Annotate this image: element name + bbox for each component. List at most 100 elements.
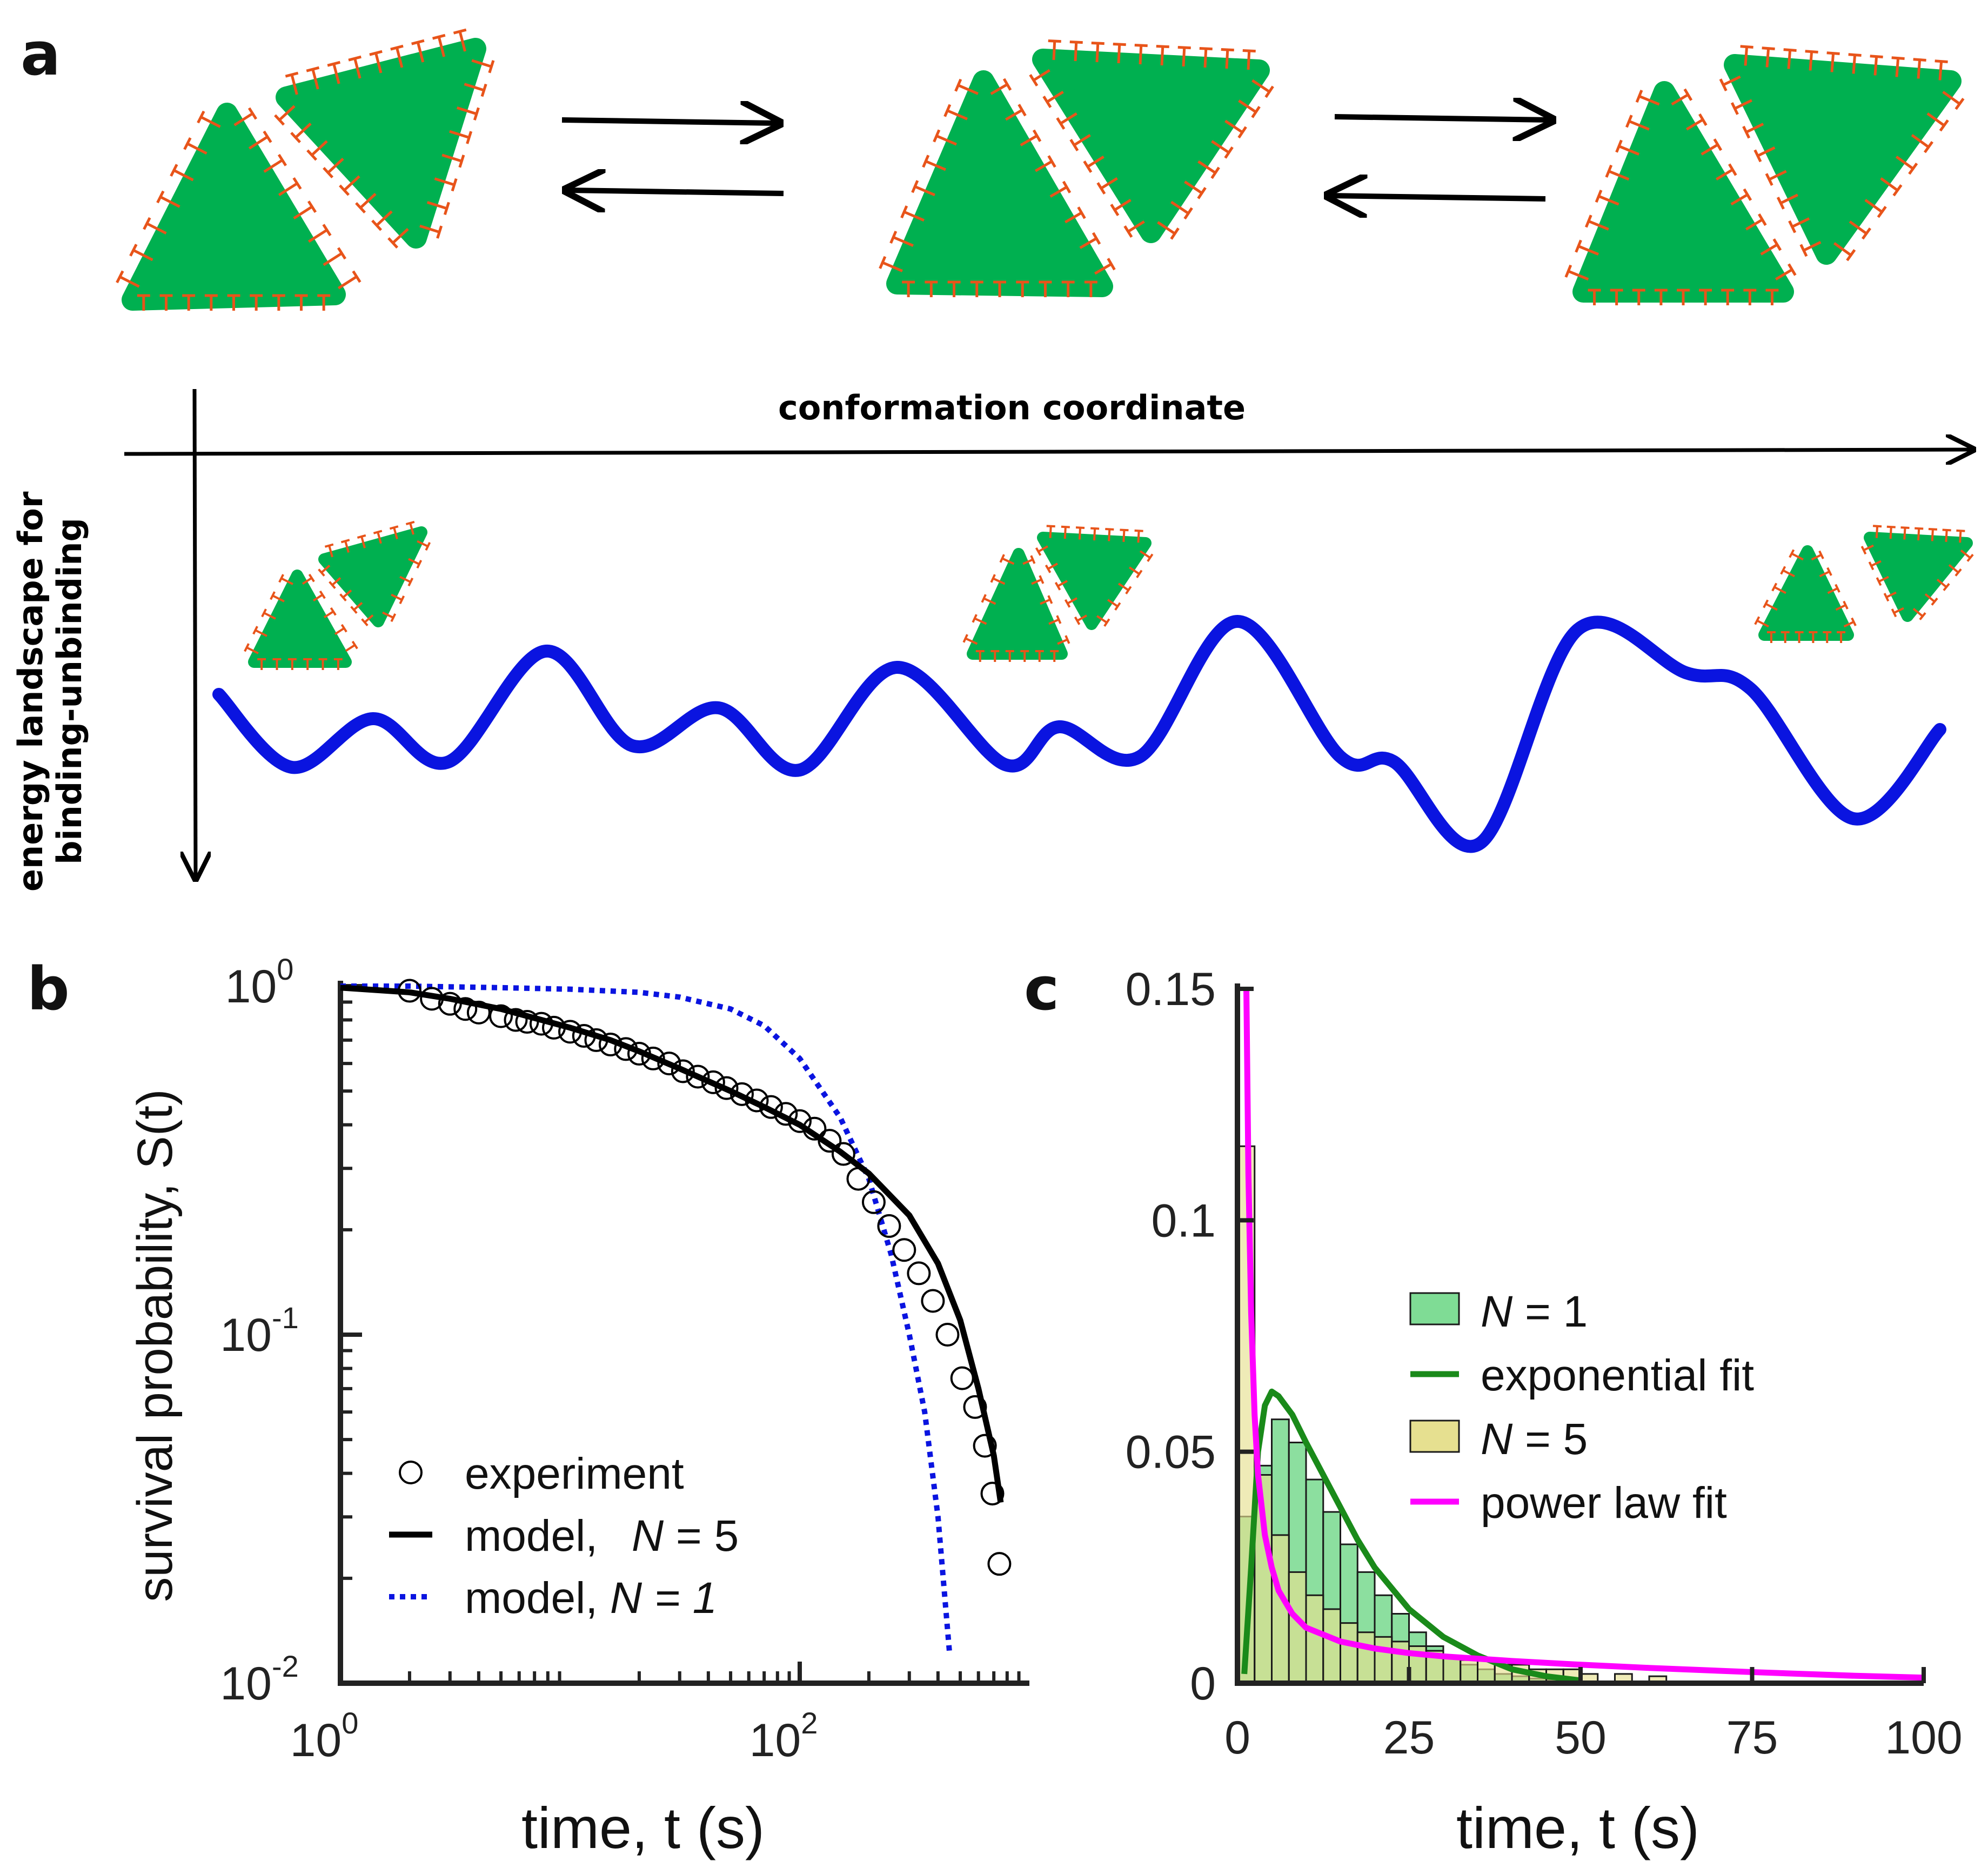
chart-c-x-tick-label: 25 [1383, 1712, 1435, 1764]
linker [471, 59, 492, 68]
linker-cap [1935, 59, 1948, 63]
linker [1833, 242, 1852, 257]
linker [1744, 46, 1749, 66]
chart-b-x-tick-label: 100 [290, 1706, 359, 1766]
chart-b-experiment-point [438, 992, 462, 1016]
linker [392, 227, 409, 244]
linker-cap [129, 244, 138, 257]
linker-cap [285, 71, 299, 78]
linker-cap [1595, 190, 1603, 203]
linker [1087, 155, 1105, 168]
linker-cap [1915, 527, 1924, 530]
linker-cap [1030, 555, 1036, 564]
linker [1211, 140, 1230, 154]
linker [1791, 217, 1810, 228]
dimer-state-1 [122, 38, 486, 311]
linker-cap [962, 634, 968, 643]
linker [293, 205, 313, 220]
linker-cap [340, 624, 347, 633]
chart-c-y-tick-label: 0.05 [1126, 1427, 1216, 1478]
linker [1033, 69, 1050, 82]
linker [327, 157, 344, 174]
linker-cap [1605, 164, 1613, 178]
chart-b-experiment-point [788, 1109, 812, 1133]
linker [1588, 220, 1609, 231]
chart-c-legend-patch [1409, 1292, 1460, 1325]
linker [332, 63, 340, 84]
linker [312, 593, 323, 602]
linker-cap [1883, 593, 1890, 602]
linker [1745, 123, 1764, 133]
linker [458, 31, 466, 52]
linker-cap [1730, 102, 1739, 115]
linker [434, 177, 455, 186]
linker-cap [407, 578, 414, 587]
energy-landscape-curve [212, 614, 1946, 853]
linker-cap [1818, 550, 1824, 559]
chart-b-experiment-point [714, 1076, 739, 1100]
linker [1671, 93, 1689, 106]
linker [1073, 133, 1091, 146]
linker [1139, 45, 1143, 65]
linker-cap [1264, 85, 1274, 98]
linker-cap [1062, 180, 1072, 193]
linker [1917, 528, 1920, 541]
linker [1064, 211, 1082, 224]
linker [353, 58, 362, 79]
linker [1034, 160, 1053, 172]
chart-c-y-tick-label: 0.1 [1151, 1195, 1216, 1247]
linker [1811, 553, 1822, 561]
backward-arrow-1 [567, 190, 784, 193]
linker-cap [879, 256, 887, 269]
linker-cap [1753, 149, 1762, 163]
chart-b-xlabel: time, t (s) [521, 1795, 765, 1860]
linker-cap [1136, 570, 1143, 578]
linker [983, 597, 996, 605]
linker [328, 545, 333, 558]
linker-cap [458, 155, 465, 168]
linker-cap [1035, 547, 1042, 556]
linker-cap [1776, 197, 1785, 210]
chart-b-experiment-point [892, 1238, 916, 1262]
linker-cap [405, 520, 415, 526]
linker [1052, 41, 1056, 61]
linker [925, 160, 946, 171]
chart-c-bar-n5 [1340, 1622, 1358, 1684]
linker-cap [1077, 206, 1086, 219]
linker-cap [1123, 225, 1133, 238]
linker [1924, 593, 1936, 602]
linker-cap [307, 200, 317, 213]
linker-cap [1772, 238, 1782, 251]
linker [1117, 583, 1129, 591]
linker [1076, 614, 1087, 622]
linker [1224, 119, 1243, 133]
linker-cap [1625, 115, 1633, 128]
linker [464, 83, 485, 92]
linker-cap [1199, 46, 1213, 51]
linker [1047, 563, 1058, 570]
linker [1020, 135, 1038, 146]
linker-cap [1575, 239, 1582, 253]
linker [1096, 615, 1108, 624]
linker [1757, 146, 1776, 157]
linker-cap [1074, 616, 1081, 625]
linker [1057, 580, 1068, 587]
linker-cap [443, 202, 450, 215]
chart-c-legend-val: = 1 [1512, 1287, 1588, 1336]
chart-b-ylabel: survival probability, S(t) [128, 1089, 183, 1602]
linker-cap [197, 110, 205, 124]
linker [331, 577, 342, 586]
linker [426, 200, 447, 210]
linker [146, 222, 167, 235]
linker-cap [1860, 546, 1867, 555]
linker-cap [340, 539, 350, 544]
linker [1895, 58, 1900, 77]
linker [345, 644, 356, 652]
linker-cap [1032, 129, 1042, 142]
linker-cap [1197, 186, 1207, 199]
linker-cap [1805, 50, 1818, 53]
linker-cap [1851, 617, 1857, 626]
linker [1803, 240, 1822, 252]
chart-b-experiment-point [701, 1070, 725, 1094]
chart-b-experiment-point [818, 1129, 842, 1153]
